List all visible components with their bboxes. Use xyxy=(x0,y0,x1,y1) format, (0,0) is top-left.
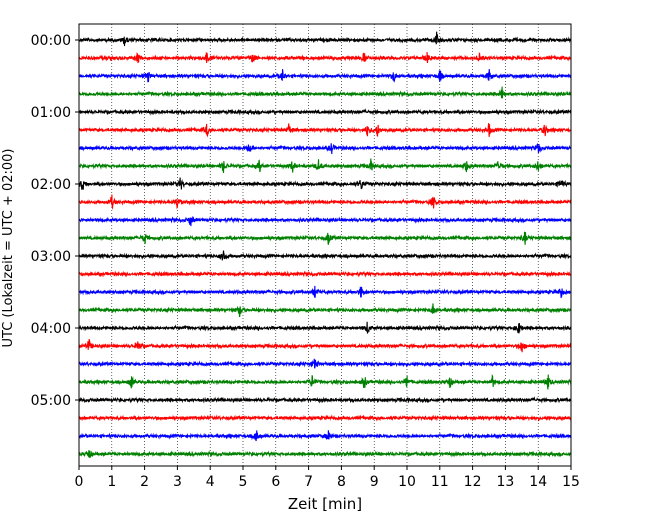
y-tick-label: 01:00 xyxy=(31,105,71,121)
trace-0000 xyxy=(78,31,572,47)
trace-0345 xyxy=(78,303,572,318)
x-tick-label: 9 xyxy=(370,474,379,490)
trace-0100 xyxy=(78,108,572,116)
y-tick-label: 03:00 xyxy=(31,249,71,265)
trace-0300 xyxy=(78,250,572,261)
y-axis-ticks: 00:00 01:00 02:00 03:00 04:00 05:00 xyxy=(31,33,79,409)
x-tick-label: 15 xyxy=(562,474,580,490)
trace-0515 xyxy=(78,414,572,422)
plot-frame xyxy=(78,23,572,467)
trace-0130 xyxy=(78,143,572,154)
trace-0530 xyxy=(78,430,572,442)
trace-0145 xyxy=(78,158,572,174)
trace-0430 xyxy=(78,358,572,369)
trace-0330 xyxy=(78,285,572,299)
trace-0545 xyxy=(78,450,572,459)
x-axis-ticks: 0 1 2 3 4 5 6 7 8 9 10 11 12 13 14 15 xyxy=(75,466,580,490)
x-tick-label: 0 xyxy=(75,474,84,490)
x-tick-label: 5 xyxy=(239,474,248,490)
trace-0200 xyxy=(78,177,572,190)
x-tick-label: 12 xyxy=(464,474,482,490)
x-tick-label: 13 xyxy=(496,474,514,490)
traces xyxy=(78,31,572,459)
plot-background xyxy=(79,24,571,466)
x-tick-label: 4 xyxy=(206,474,215,490)
x-tick-label: 1 xyxy=(107,474,116,490)
trace-0315 xyxy=(78,270,572,278)
x-tick-label: 10 xyxy=(398,474,416,490)
trace-0115 xyxy=(78,123,572,138)
x-tick-label: 7 xyxy=(304,474,313,490)
x-tick-label: 11 xyxy=(431,474,449,490)
trace-0215 xyxy=(78,194,572,210)
y-axis-label: UTC (Lokalzeit = UTC + 02:00) xyxy=(1,149,16,348)
y-tick-label: 04:00 xyxy=(31,321,71,337)
trace-0230 xyxy=(78,215,572,227)
x-tick-label: 3 xyxy=(173,474,182,490)
trace-0030 xyxy=(78,69,572,83)
x-axis-label: Zeit [min] xyxy=(288,495,362,513)
x-tick-label: 14 xyxy=(529,474,547,490)
y-tick-label: 02:00 xyxy=(31,177,71,193)
x-tick-label: 6 xyxy=(271,474,280,490)
y-tick-label: 05:00 xyxy=(31,393,71,409)
x-tick-label: 2 xyxy=(140,474,149,490)
trace-0500 xyxy=(78,396,572,404)
trace-0445 xyxy=(78,373,572,390)
trace-0045 xyxy=(78,86,572,99)
trace-0245 xyxy=(78,231,572,245)
x-tick-label: 8 xyxy=(337,474,346,490)
trace-0400 xyxy=(78,321,572,334)
trace-0015 xyxy=(78,51,572,64)
trace-0415 xyxy=(78,338,572,353)
y-tick-label: 00:00 xyxy=(31,33,71,49)
